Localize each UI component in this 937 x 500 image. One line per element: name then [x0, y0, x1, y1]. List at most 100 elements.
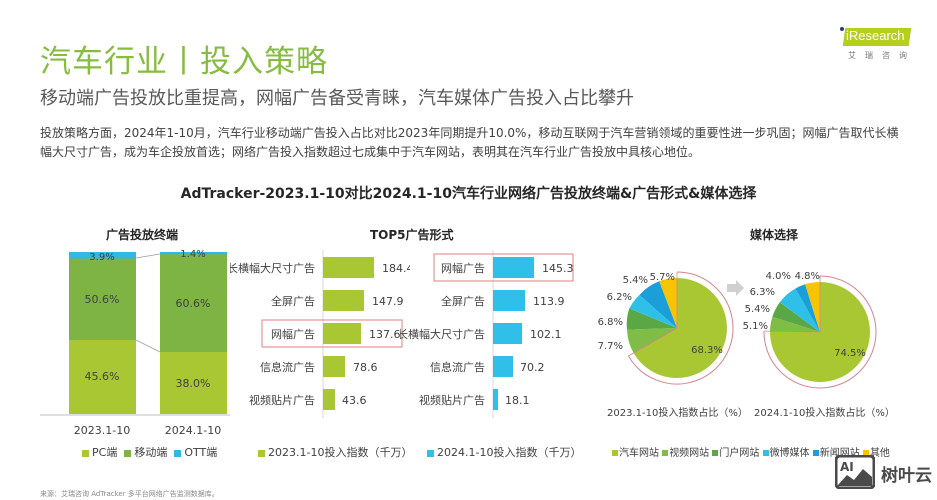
watermark-text: 树叶云	[881, 466, 932, 486]
summary-paragraph: 投放策略方面，2024年1-10月，汽车行业移动端广告投入占比对比2023年同期…	[40, 126, 899, 159]
bar-2024-mobile	[160, 254, 227, 352]
x-label-2024: 2024.1-10	[165, 424, 221, 437]
legend-auto: 汽车网站	[619, 448, 659, 459]
iresearch-logo: iResearch 艾瑞咨询	[836, 24, 916, 64]
cat-2024-0: 网幅广告	[441, 262, 485, 275]
label-2023-ott: 3.9%	[89, 252, 114, 263]
cat-2024-2: 长横幅大尺寸广告	[400, 327, 485, 341]
bar-2024-0	[493, 257, 534, 278]
pie-2024-news	[795, 284, 820, 332]
val-2023-4: 43.6	[342, 394, 367, 407]
legend-other-swatch	[862, 450, 869, 456]
bar-2023-mobile	[69, 258, 136, 340]
cat-2023-2: 网幅广告	[271, 328, 315, 341]
bar-2024-3	[493, 356, 513, 377]
pie-2023-label-video: 7.7%	[598, 341, 623, 352]
x-label-2023: 2023.1-10	[74, 424, 130, 437]
legend-video-swatch	[662, 450, 669, 456]
bar-2023-3	[323, 356, 345, 377]
label-2023-pc: 45.6%	[85, 370, 120, 383]
label-2023-mobile: 50.6%	[85, 293, 120, 306]
terminal-stacked-bar-chart: 45.6% 50.6% 3.9% 38.0% 60.6% 1.4% 2023.1…	[40, 249, 230, 437]
pie-2024-label-weibo: 6.3%	[750, 287, 775, 298]
formats-legend-2024: 2024.1-10投入指数（千万）	[427, 444, 581, 460]
pie-2023-label-portal: 6.8%	[598, 317, 623, 328]
legend-portal: 门户网站	[719, 448, 760, 459]
media-pie-2023: 68.3% 7.7% 6.8% 6.2% 5.4% 5.7%	[598, 271, 734, 385]
pie-2024-label-portal: 5.4%	[745, 304, 770, 315]
legend-other: 其他	[869, 448, 890, 459]
pie-2023-video	[627, 328, 677, 353]
pie-2024-weibo	[779, 288, 820, 332]
pie-2024-label-auto: 74.5%	[834, 348, 866, 359]
pie-2023-weibo	[629, 295, 677, 328]
formats-panel-title: TOP5广告形式	[370, 228, 454, 242]
label-2024-pc: 38.0%	[176, 377, 211, 390]
cat-2023-0: 长横幅大尺寸广告	[230, 261, 315, 275]
bar-2024-ott	[160, 252, 227, 255]
legend-ott: OTT端	[184, 446, 218, 459]
media-panel-title: 媒体选择	[750, 228, 799, 242]
logo-text: iResearch	[846, 28, 905, 43]
val-2024-3: 70.2	[520, 361, 545, 374]
formats-2024-bar-chart: 网幅广告 全屏广告 长横幅大尺寸广告 信息流广告 视频贴片广告 145.3 11…	[400, 250, 574, 418]
formats-legend-2023: 2023.1-10投入指数（千万）	[258, 444, 412, 460]
pie-2024-portal	[772, 302, 820, 332]
legend-pc-swatch	[82, 449, 89, 457]
pie-2023-auto	[633, 278, 727, 378]
watermark-image-icon: AI	[835, 455, 875, 489]
label-2024-mobile: 60.6%	[176, 297, 211, 310]
val-2024-0: 145.3	[542, 262, 574, 275]
pie-2023-label-other: 5.7%	[650, 272, 675, 283]
pie-2024-other	[805, 282, 820, 332]
legend-news: 新闻网站	[819, 448, 860, 459]
highlight-box-2024	[433, 253, 574, 282]
terminal-panel-title: 广告投放终端	[106, 228, 179, 242]
highlight-box-2023	[261, 319, 403, 348]
bar-2023-2	[323, 323, 361, 344]
cat-2024-4: 视频贴片广告	[419, 393, 485, 407]
pie-2023-caption: 2023.1-10投入指数占比（%）	[607, 408, 748, 419]
legend-2024-label: 2024.1-10投入指数（千万）	[437, 446, 582, 459]
chart-main-title: AdTracker-2023.1-10对比2024.1-10汽车行业网络广告投放…	[180, 186, 757, 202]
legend-auto-swatch	[612, 450, 618, 456]
legend-2024-swatch	[427, 449, 434, 457]
val-2023-1: 147.9	[372, 295, 404, 308]
val-2024-2: 102.1	[530, 328, 562, 341]
bar-2023-ott	[69, 252, 136, 259]
legend-video: 视频网站	[669, 448, 710, 459]
formats-2023-bar-chart: 长横幅大尺寸广告 全屏广告 网幅广告 信息流广告 视频贴片广告 184.4 14…	[230, 250, 410, 418]
media-pie-2024: 74.5% 5.1% 5.4% 6.3% 4.0% 4.8%	[743, 271, 877, 389]
page-subtitle: 移动端广告投放比重提高，网幅广告备受青睐，汽车媒体广告投入占比攀升	[40, 88, 634, 109]
cat-2023-1: 全屏广告	[271, 294, 315, 308]
label-2024-ott: 1.4%	[180, 249, 205, 260]
pie-2023-label-news: 5.4%	[623, 275, 648, 286]
bar-2023-pc	[69, 340, 136, 414]
legend-mobile: 移动端	[134, 446, 168, 459]
legend-2023-swatch	[258, 449, 265, 457]
cat-2024-1: 全屏广告	[441, 294, 485, 308]
pie-2024-label-news: 4.0%	[766, 271, 791, 282]
bar-2023-1	[323, 290, 364, 311]
pie-2023-news	[639, 281, 677, 328]
bar-2023-0	[323, 257, 374, 278]
pie-2024-label-other: 4.8%	[795, 271, 820, 282]
val-2023-3: 78.6	[353, 361, 378, 374]
legend-mobile-swatch	[124, 449, 132, 457]
pie-2023-label-auto: 68.3%	[691, 345, 723, 356]
pie-2023-other	[659, 277, 677, 328]
media-legend: 汽车网站 视频网站 门户网站 微博媒体 新闻网站 其他	[612, 444, 890, 459]
legend-weibo: 微博媒体	[769, 448, 810, 459]
bar-2024-4	[493, 389, 498, 410]
logo-cn-text: 艾瑞咨询	[848, 51, 916, 60]
terminal-legend: PC端 移动端 OTT端	[82, 444, 217, 460]
legend-2023-label: 2023.1-10投入指数（千万）	[268, 446, 413, 459]
legend-portal-swatch	[712, 450, 719, 456]
legend-pc: PC端	[92, 446, 118, 459]
logo-dot-icon	[840, 27, 844, 31]
val-2024-4: 18.1	[505, 394, 530, 407]
pie-2024-highlight-arc	[763, 275, 877, 389]
pie-2024-caption: 2024.1-10投入指数占比（%）	[754, 408, 895, 419]
legend-ott-swatch	[174, 449, 182, 457]
pie-2024-video	[770, 316, 820, 332]
